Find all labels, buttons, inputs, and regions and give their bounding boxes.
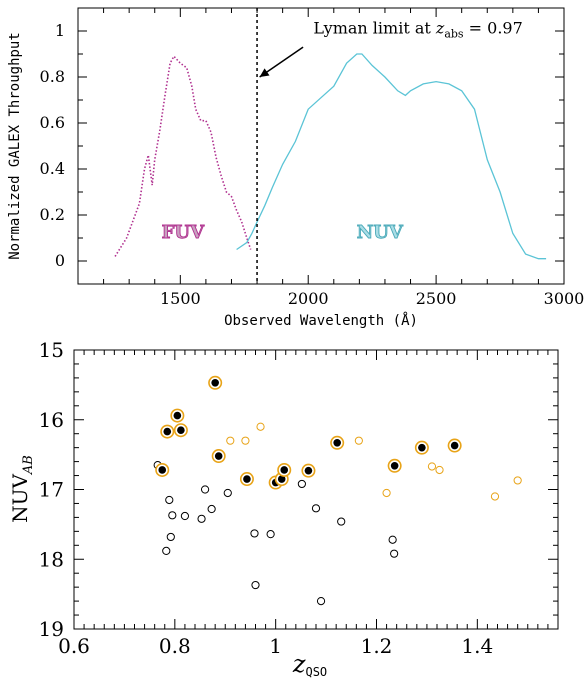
point-open-black [311, 504, 321, 513]
magnitude-x-tick-label: 1.4 [461, 634, 493, 658]
point-filled [280, 466, 289, 474]
magnitude-y-tick-label: 19 [39, 617, 64, 641]
throughput-x-axis-title: Observed Wavelength (Å) [224, 312, 418, 329]
nuv-band-label: NUV [357, 222, 404, 243]
throughput-x-tick-label: 2000 [288, 289, 329, 308]
point-open-black [316, 597, 326, 606]
throughput-annotations: Lyman limit at zabs = 0.97 FUV NUV [161, 8, 523, 284]
series-fuv-curve [114, 54, 252, 257]
throughput-x-tick-label: 3000 [544, 289, 585, 308]
point-filled [450, 441, 459, 450]
lyman-label-sub: abs [444, 27, 464, 40]
magnitude-x-tick-label: 0.6 [58, 634, 90, 658]
magnitude-x-tick-label: 1 [269, 634, 282, 658]
point-open-black [297, 479, 306, 489]
magnitude-y-axis-title: NUVAB [8, 455, 36, 523]
magnitude-points [153, 375, 522, 606]
point-filled [158, 466, 167, 474]
throughput-y-axis-title: Normalized GALEX Throughput [7, 32, 23, 260]
point-open-black [180, 511, 190, 521]
point-open-black [197, 514, 206, 523]
throughput-y-tick-label: 0.6 [40, 113, 65, 132]
throughput-curves [114, 53, 547, 260]
throughput-y-tick-label: 0.4 [40, 159, 65, 178]
point-open-black [337, 517, 346, 526]
point-open-black [223, 488, 232, 498]
throughput-y-tick-label: 1 [55, 21, 65, 40]
point-filled [163, 427, 172, 436]
magnitude-ticks: 0.6 0.8 1 1.2 1.4 15 16 17 18 19 [39, 338, 559, 658]
magnitude-x-tick-label: 1.2 [361, 634, 393, 658]
throughput-ticks: 1500 2000 2500 3000 0 0.2 0.4 0.6 0.8 1 [40, 7, 585, 308]
magnitude-y-tick-label: 15 [39, 338, 64, 362]
point-filled [173, 411, 182, 420]
point-filled [214, 452, 223, 460]
point-open-black [251, 580, 260, 590]
magnitude-plot-frame [73, 349, 559, 630]
point-open-orange [226, 436, 235, 445]
point-filled [243, 475, 251, 483]
magnitude-y-tick-label: 17 [39, 478, 64, 502]
lyman-arrow-head [259, 68, 270, 77]
point-filled [277, 475, 286, 483]
point-open-orange [241, 436, 250, 445]
point-open-black [168, 511, 177, 520]
series-nuv-curve [236, 53, 547, 260]
point-open-orange [354, 436, 363, 445]
point-open-orange [256, 422, 265, 431]
point-open-black [166, 532, 175, 542]
magnitude-panel: 0.6 0.8 1 1.2 1.4 15 16 17 18 19 zQSO NUVAB [8, 338, 559, 679]
point-open-black [390, 549, 399, 558]
throughput-y-tick-label: 0 [55, 251, 65, 270]
point-open-black [207, 504, 216, 514]
lyman-limit-label: Lyman limit at zabs = 0.97 [313, 18, 522, 40]
throughput-x-tick-label: 1500 [160, 289, 201, 308]
throughput-y-tick-label: 0.2 [40, 205, 65, 224]
lyman-label-prefix: Lyman limit at [313, 18, 436, 37]
lyman-label-value: = 0.97 [464, 18, 523, 37]
point-open-orange [513, 476, 522, 485]
point-open-black [388, 535, 397, 544]
point-filled [304, 466, 313, 475]
point-filled [211, 378, 219, 387]
point-filled [177, 426, 185, 435]
throughput-panel: 1500 2000 2500 3000 0 0.2 0.4 0.6 0.8 1 Lyman lim… [7, 7, 585, 329]
point-filled [418, 443, 426, 452]
point-open-orange [490, 492, 500, 501]
point-open-orange [382, 488, 391, 498]
throughput-x-tick-label: 2500 [416, 289, 457, 308]
point-open-black [162, 546, 171, 555]
magnitude-y-tick-label: 16 [39, 408, 64, 432]
point-open-black [200, 485, 210, 494]
point-open-black [250, 529, 259, 538]
lyman-label-var: z [435, 18, 445, 37]
point-open-orange [435, 465, 444, 475]
magnitude-x-tick-label: 0.8 [159, 634, 191, 658]
fuv-band-label: FUV [162, 222, 205, 243]
magnitude-y-tick-label: 18 [39, 547, 64, 571]
point-open-orange [427, 462, 437, 471]
throughput-y-tick-label: 0.8 [40, 67, 65, 86]
point-filled [333, 438, 341, 447]
point-filled [390, 461, 399, 470]
point-open-black [165, 495, 174, 505]
point-open-black [266, 530, 275, 539]
magnitude-x-axis-title: zQSO [292, 650, 327, 679]
throughput-plot-frame [77, 7, 565, 285]
